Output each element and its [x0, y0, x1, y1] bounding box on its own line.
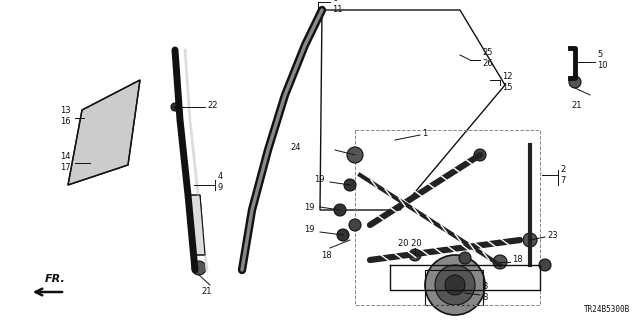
Circle shape	[445, 275, 465, 295]
Text: 21: 21	[202, 287, 212, 297]
Text: 24: 24	[290, 143, 301, 153]
Text: 20 20: 20 20	[398, 239, 422, 249]
Circle shape	[409, 249, 421, 261]
Circle shape	[347, 147, 363, 163]
Circle shape	[435, 265, 475, 305]
Circle shape	[539, 259, 551, 271]
Text: FR.: FR.	[45, 274, 65, 284]
Text: 18: 18	[321, 252, 332, 260]
Text: 6
11: 6 11	[332, 0, 342, 13]
Circle shape	[334, 204, 346, 216]
Text: 13
16: 13 16	[60, 107, 70, 125]
Circle shape	[349, 219, 361, 231]
Circle shape	[192, 261, 206, 275]
Circle shape	[344, 179, 356, 191]
Text: 2
7: 2 7	[560, 165, 565, 185]
Circle shape	[493, 255, 507, 269]
Circle shape	[171, 103, 179, 111]
Text: 25
26: 25 26	[482, 48, 493, 68]
Text: 4
9: 4 9	[218, 172, 223, 192]
Text: 14
17: 14 17	[60, 152, 70, 172]
Text: 3
8: 3 8	[482, 283, 488, 301]
Text: TR24B5300B: TR24B5300B	[584, 305, 630, 314]
Text: 23: 23	[547, 230, 557, 239]
Circle shape	[459, 252, 471, 264]
Text: 19: 19	[305, 226, 315, 235]
Text: 12
15: 12 15	[502, 72, 513, 92]
Text: 18: 18	[512, 255, 523, 265]
Polygon shape	[68, 80, 140, 185]
Text: 19: 19	[305, 203, 315, 212]
Polygon shape	[188, 195, 205, 255]
Circle shape	[569, 76, 581, 88]
Text: 22: 22	[207, 100, 218, 109]
Circle shape	[523, 233, 537, 247]
Circle shape	[474, 149, 486, 161]
Text: 19: 19	[314, 175, 325, 185]
Text: 1: 1	[422, 129, 428, 138]
Text: 21: 21	[572, 100, 582, 109]
Text: 5
10: 5 10	[597, 51, 607, 69]
Circle shape	[425, 255, 485, 315]
Circle shape	[337, 229, 349, 241]
